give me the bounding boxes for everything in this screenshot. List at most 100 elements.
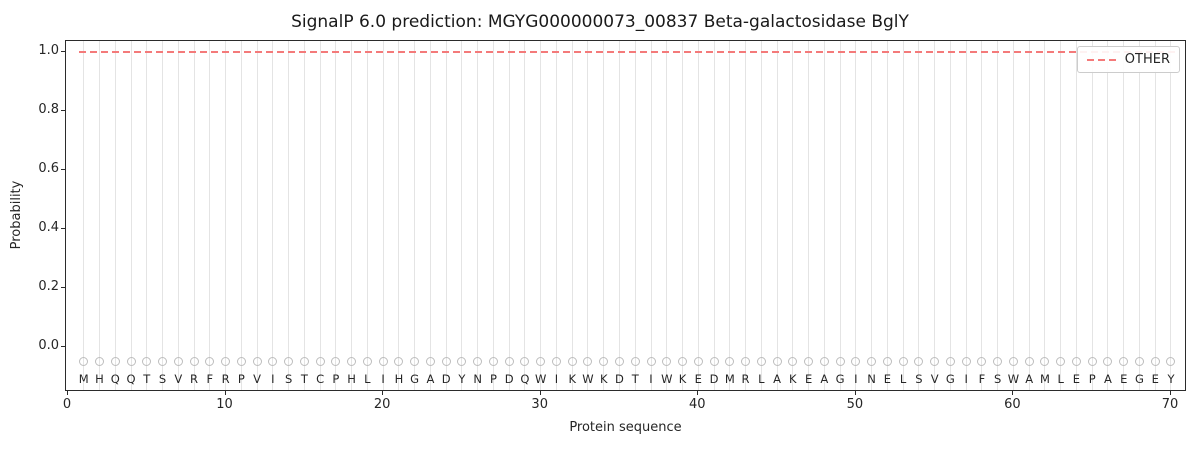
residue-letter: H xyxy=(95,372,104,386)
residue-letter: S xyxy=(994,372,1002,386)
residue-marker-circle xyxy=(993,357,1003,367)
gridline xyxy=(492,41,494,390)
residue-marker-circle xyxy=(441,357,451,367)
gridline xyxy=(729,41,731,390)
y-tick-mark xyxy=(61,346,65,347)
residue-letter: G xyxy=(410,372,420,386)
residue-marker-circle xyxy=(945,357,955,367)
other-prediction-line xyxy=(78,51,1176,53)
residue-marker-circle xyxy=(394,357,404,367)
gridline xyxy=(1060,41,1062,390)
residue-letter: W xyxy=(1007,372,1020,386)
y-tick-label: 1.0 xyxy=(38,43,59,58)
gridline xyxy=(587,41,589,390)
residue-marker-circle xyxy=(410,357,420,367)
residue-marker-circle xyxy=(1040,357,1050,367)
residue-letter: L xyxy=(364,372,371,386)
residue-letter: P xyxy=(489,372,497,386)
gridline xyxy=(225,41,227,390)
residue-letter: I xyxy=(381,372,385,386)
gridline xyxy=(256,41,258,390)
gridline xyxy=(524,41,526,390)
gridline xyxy=(99,41,100,390)
gridline xyxy=(792,41,794,390)
residue-marker-circle xyxy=(142,357,152,367)
residue-marker-circle xyxy=(1119,357,1129,367)
residue-marker-circle xyxy=(930,357,940,367)
residue-marker-circle xyxy=(898,357,908,367)
residue-marker-circle xyxy=(284,357,294,367)
x-tick-label: 50 xyxy=(846,397,864,412)
residue-marker-circle xyxy=(268,357,278,367)
residue-letter: W xyxy=(661,372,673,386)
residue-letter: M xyxy=(724,372,735,386)
residue-marker-circle xyxy=(1103,357,1113,367)
residue-marker-circle xyxy=(835,357,845,367)
y-tick-mark xyxy=(61,228,65,229)
x-tick-mark xyxy=(854,391,856,395)
y-tick-label: 0.8 xyxy=(38,102,59,117)
residue-marker-circle xyxy=(488,357,498,367)
residue-letter: S xyxy=(284,372,293,386)
gridline xyxy=(1107,41,1109,390)
residue-marker-circle xyxy=(709,357,719,367)
gridline xyxy=(398,41,400,390)
residue-letter: D xyxy=(441,372,451,386)
residue-letter: R xyxy=(221,372,230,386)
gridline xyxy=(760,41,762,390)
residue-letter: W xyxy=(535,372,547,386)
residue-letter: K xyxy=(568,372,576,386)
legend-other-label: OTHER xyxy=(1124,52,1170,67)
residue-letter: E xyxy=(1151,372,1159,386)
residue-marker-circle xyxy=(79,357,89,367)
residue-letter: D xyxy=(615,372,624,386)
x-tick-mark xyxy=(539,391,541,395)
residue-letter: A xyxy=(1104,372,1112,386)
gridline xyxy=(1012,41,1014,390)
x-tick-mark xyxy=(224,391,226,395)
residue-marker-circle xyxy=(678,357,688,367)
gridline xyxy=(540,41,542,390)
gridline xyxy=(1138,41,1140,390)
residue-letter: N xyxy=(867,372,876,386)
residue-letter: K xyxy=(599,372,608,386)
residue-marker-circle xyxy=(693,357,703,367)
residue-marker-circle xyxy=(205,357,215,367)
residue-marker-circle xyxy=(1024,357,1034,367)
residue-letter: M xyxy=(1039,372,1050,386)
y-tick-mark xyxy=(61,287,65,288)
residue-marker-circle xyxy=(315,357,325,367)
gridline xyxy=(650,41,652,390)
gridline xyxy=(414,41,416,390)
gridline xyxy=(603,41,605,390)
residue-letter: E xyxy=(1120,372,1128,386)
x-tick-mark xyxy=(67,391,68,395)
residue-letter: S xyxy=(915,372,923,386)
gridline xyxy=(288,41,290,390)
residue-marker-circle xyxy=(819,357,829,367)
residue-letter: N xyxy=(473,372,482,386)
residue-letter: A xyxy=(820,372,829,386)
gridline xyxy=(634,41,636,390)
residue-marker-circle xyxy=(725,357,735,367)
y-tick-mark xyxy=(61,169,65,170)
residue-letter: Q xyxy=(110,372,120,386)
residue-letter: W xyxy=(582,372,594,386)
gridline xyxy=(713,41,715,390)
y-tick-mark xyxy=(61,51,65,52)
residue-letter: I xyxy=(554,372,559,386)
residue-marker-circle xyxy=(646,357,656,367)
residue-letter: G xyxy=(835,372,845,386)
y-tick-mark xyxy=(61,110,65,111)
x-tick-label: 0 xyxy=(62,397,72,412)
x-tick-label: 10 xyxy=(216,397,233,412)
residue-marker-circle xyxy=(741,357,751,367)
residue-marker-circle xyxy=(362,357,372,367)
gridline xyxy=(997,41,999,390)
gridline xyxy=(272,41,274,390)
gridline xyxy=(618,41,620,390)
residue-letter: C xyxy=(316,372,325,386)
gridline xyxy=(114,41,116,390)
